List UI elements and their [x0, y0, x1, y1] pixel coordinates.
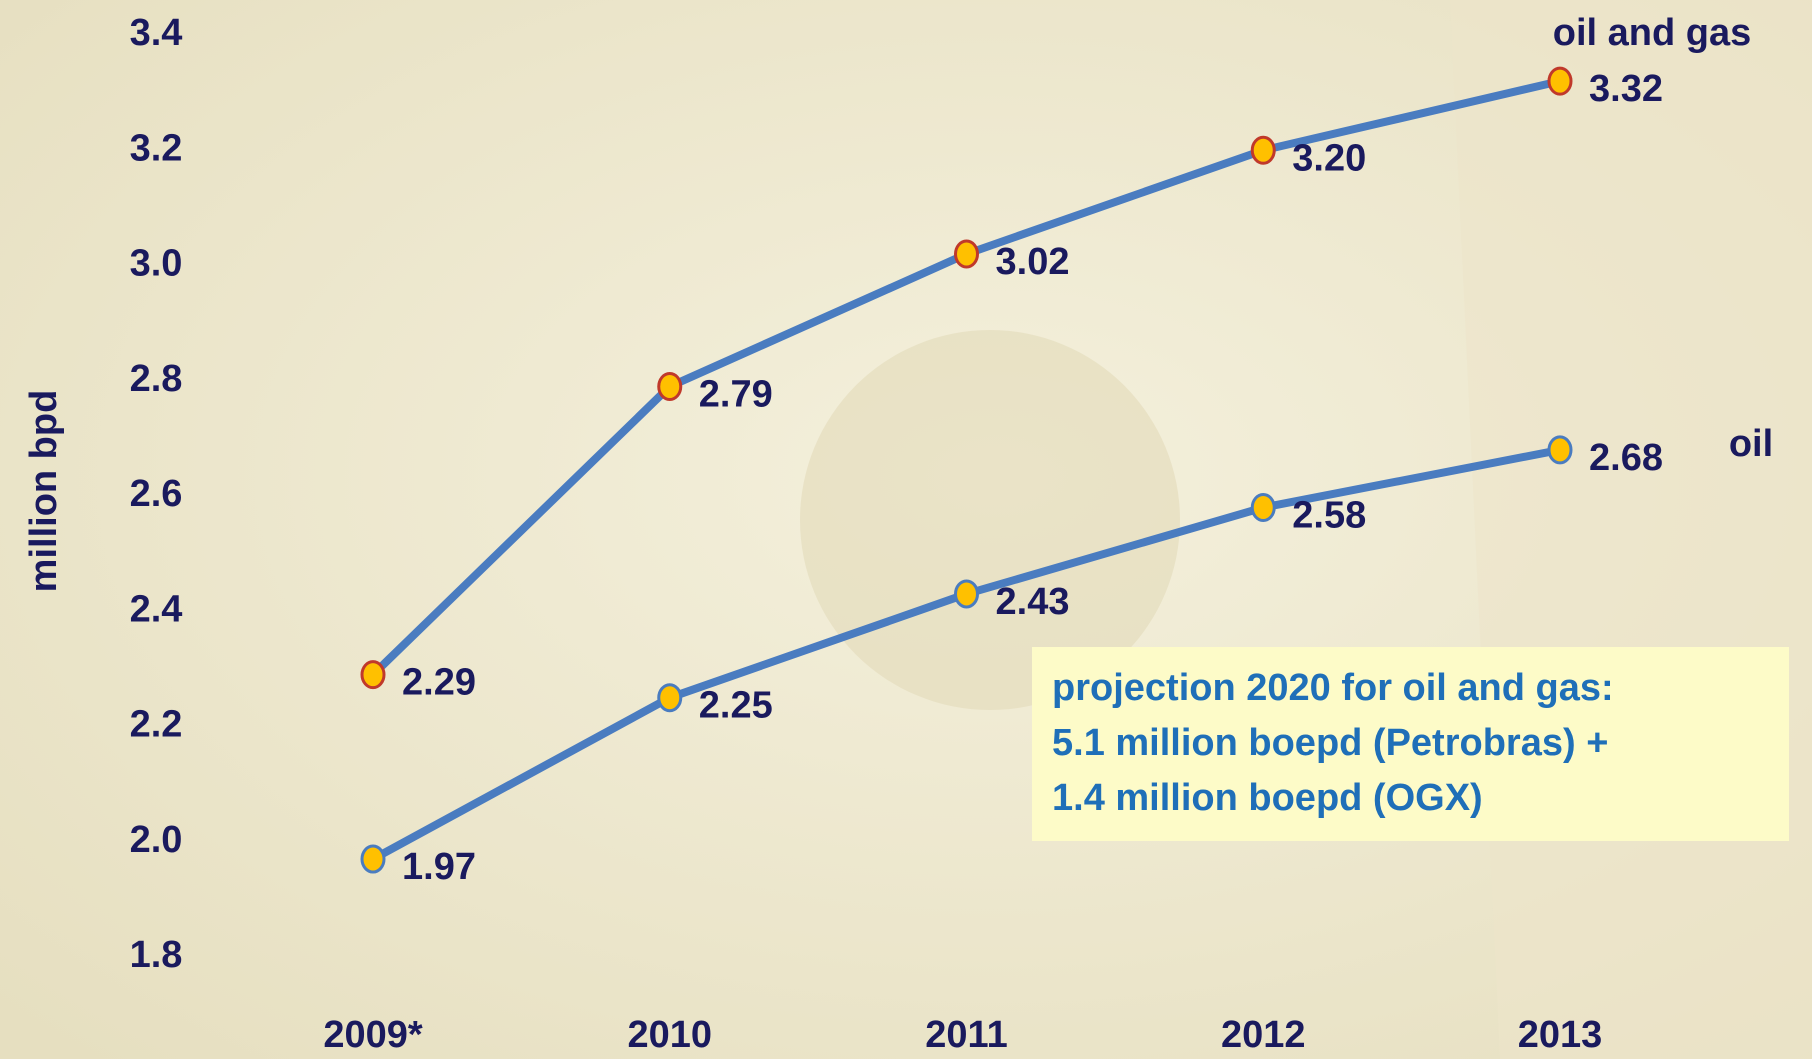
data-point	[954, 579, 979, 609]
data-point	[954, 239, 979, 269]
y-tick-label: 2.8	[130, 358, 183, 400]
x-tick-label: 2013	[1518, 1014, 1603, 1056]
data-label: 2.25	[699, 685, 773, 727]
y-tick-label: 3.4	[130, 12, 183, 54]
y-tick-label: 2.6	[130, 473, 183, 515]
x-tick-label: 2009*	[323, 1014, 423, 1056]
y-tick-label: 2.0	[130, 819, 183, 861]
y-tick-label: 3.2	[130, 127, 183, 169]
data-point	[1250, 135, 1276, 165]
x-tick-label: 2010	[627, 1014, 712, 1056]
y-tick-label: 2.2	[130, 704, 183, 746]
data-label: 2.79	[699, 374, 773, 416]
y-tick-label: 3.0	[130, 243, 183, 285]
x-tick-label: 2011	[925, 1014, 1007, 1056]
x-tick-label: 2012	[1221, 1014, 1306, 1056]
data-point	[657, 683, 683, 713]
data-point	[1547, 435, 1573, 465]
data-label: 2.43	[996, 581, 1070, 623]
annotation-text: 5.1 million boepd (Petrobras) +	[1052, 722, 1608, 764]
data-label: 3.20	[1292, 137, 1366, 179]
background-decoration	[1450, 0, 1812, 1059]
data-label: 1.97	[402, 846, 476, 888]
data-point	[657, 372, 683, 402]
annotation-text: projection 2020 for oil and gas:	[1052, 667, 1614, 709]
data-point	[360, 660, 386, 690]
y-tick-label: 2.4	[130, 588, 183, 630]
data-label: 2.68	[1589, 437, 1663, 479]
annotation-box	[1032, 647, 1789, 841]
data-point	[1250, 493, 1276, 523]
data-point	[1547, 66, 1573, 96]
data-label: 2.58	[1292, 495, 1366, 537]
data-label: 3.02	[996, 241, 1070, 283]
y-axis-label: million bpd	[23, 390, 65, 593]
data-point	[360, 844, 386, 874]
annotation-text: 1.4 million boepd (OGX)	[1052, 777, 1483, 819]
data-label: 2.29	[402, 662, 476, 704]
y-tick-label: 1.8	[130, 934, 183, 976]
data-label: 3.32	[1589, 68, 1663, 110]
series-name: oil	[1729, 423, 1773, 465]
series-name: oil and gas	[1553, 12, 1751, 54]
